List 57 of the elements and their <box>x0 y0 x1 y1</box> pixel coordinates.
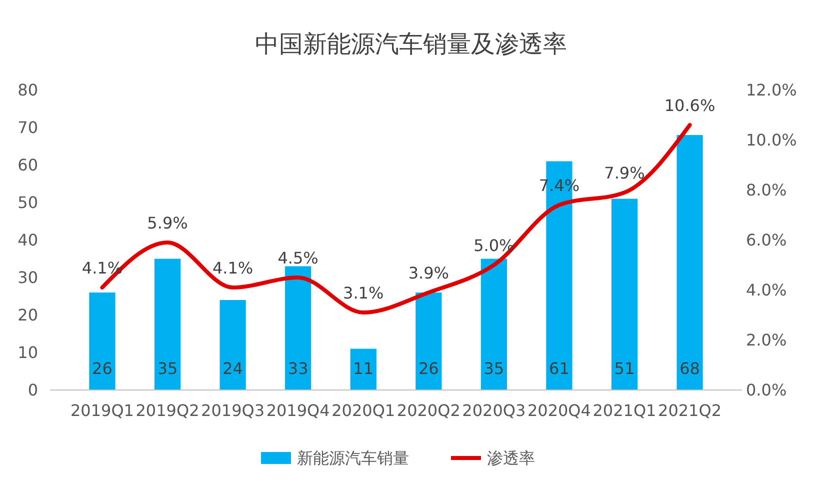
y-tick-label: 30 <box>18 268 38 288</box>
y-tick-label: 70 <box>18 118 38 138</box>
data-label: 11 <box>353 359 374 378</box>
x-tick-label: 2019Q3 <box>201 401 265 420</box>
bar <box>285 266 312 390</box>
data-label: 26 <box>418 359 439 378</box>
x-tick-label: 2019Q2 <box>136 401 200 420</box>
y-tick-label: 60 <box>18 156 38 175</box>
bar <box>154 258 181 390</box>
data-label: 7.9% <box>604 164 645 182</box>
data-label: 68 <box>680 359 700 378</box>
data-label: 24 <box>222 359 243 378</box>
data-label: 33 <box>288 359 308 378</box>
bar <box>220 300 246 390</box>
y2-tick-label: 10.0% <box>746 130 797 150</box>
y2-tick-label: 8.0% <box>746 180 787 200</box>
y2-tick-label: 6.0% <box>746 230 787 250</box>
data-label: 5.9% <box>147 214 188 232</box>
data-label: 35 <box>484 359 504 378</box>
y-tick-label: 0 <box>28 380 38 400</box>
y2-tick-label: 12.0% <box>746 80 797 100</box>
data-label: 4.5% <box>278 248 318 268</box>
bar <box>611 198 638 390</box>
y-tick-label: 50 <box>18 193 38 212</box>
x-tick-label: 2021Q1 <box>592 401 656 420</box>
data-label: 10.6% <box>664 96 716 115</box>
data-label: 26 <box>92 359 112 378</box>
y-tick-label: 20 <box>18 306 38 325</box>
y-tick-label: 40 <box>18 230 38 250</box>
bar <box>676 135 703 390</box>
x-tick-label: 2021Q2 <box>658 401 722 420</box>
bar <box>89 292 116 390</box>
x-tick-label: 2019Q4 <box>266 401 330 420</box>
data-label: 61 <box>549 359 570 378</box>
data-label: 5.0% <box>474 236 514 255</box>
legend-label: 渗透率 <box>487 448 535 468</box>
x-tick-label: 2020Q2 <box>396 401 460 420</box>
chart-title: 中国新能源汽车销量及渗透率 <box>255 30 567 58</box>
x-tick-label: 2019Q1 <box>70 401 134 420</box>
x-tick-label: 2020Q1 <box>332 401 396 420</box>
data-label: 35 <box>157 359 178 378</box>
x-tick-label: 2020Q3 <box>462 401 526 420</box>
y2-tick-label: 4.0% <box>746 280 787 300</box>
data-label: 51 <box>614 359 635 378</box>
y-tick-label: 80 <box>18 80 38 100</box>
data-label: 3.9% <box>408 264 449 282</box>
data-label: 3.1% <box>343 284 384 302</box>
bar <box>480 258 507 390</box>
data-label: 4.1% <box>212 258 254 278</box>
bar <box>416 292 442 390</box>
data-label: 4.1% <box>82 258 123 278</box>
y2-tick-label: 0.0% <box>746 380 787 400</box>
y-tick-label: 10 <box>18 343 38 362</box>
bar <box>350 348 376 390</box>
y2-tick-label: 2.0% <box>746 330 787 350</box>
legend-label: 新能源汽车销量 <box>297 448 409 468</box>
x-tick-label: 2020Q4 <box>527 401 591 420</box>
